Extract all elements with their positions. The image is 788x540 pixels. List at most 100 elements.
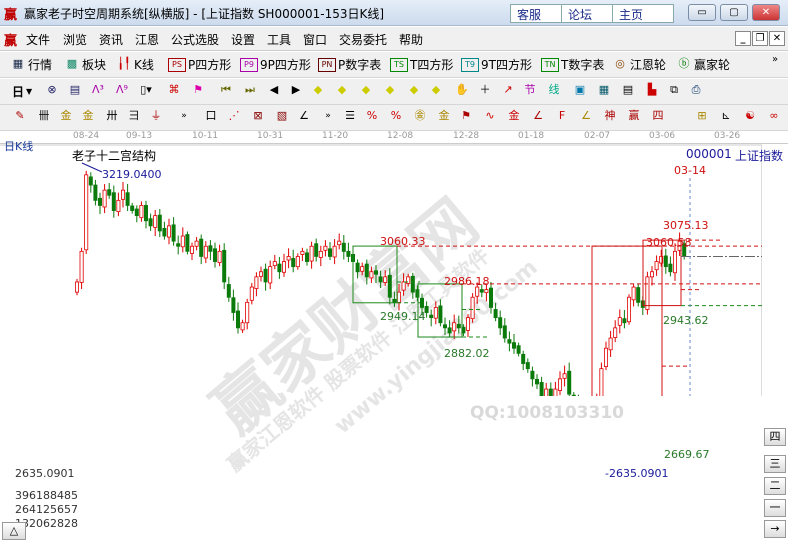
p-square-button[interactable]: PS P四方形: [168, 56, 231, 73]
gann-wheel-button[interactable]: ◎ 江恩轮: [612, 56, 666, 73]
winner-wheel-button[interactable]: ⓑ 赢家轮: [676, 56, 731, 73]
yin-yang-icon[interactable]: ☯: [745, 109, 755, 122]
menu-window[interactable]: 窗口: [303, 33, 328, 47]
menu-settings[interactable]: 设置: [231, 33, 256, 47]
mdi-close-button[interactable]: ✕: [769, 31, 785, 46]
layout-3-button[interactable]: 三: [764, 455, 786, 473]
9t-square-button[interactable]: T9 9T四方形: [461, 56, 532, 73]
mdi-restore-button[interactable]: ❐: [752, 31, 768, 46]
line-tool-icon[interactable]: ↗: [503, 83, 513, 96]
next-button[interactable]: →: [764, 520, 786, 538]
first-icon[interactable]: ⏮: [221, 83, 231, 96]
gann-box-icon[interactable]: ⊠: [253, 109, 263, 122]
axes-icon[interactable]: ⊾: [721, 109, 731, 122]
9p-square-button[interactable]: P9 9P四方形: [240, 56, 311, 73]
t-square-button[interactable]: TS T四方形: [390, 56, 453, 73]
menu-news[interactable]: 资讯: [99, 33, 124, 47]
crosshair-icon[interactable]: ＋: [479, 83, 491, 96]
fork-icon[interactable]: 卅: [106, 109, 118, 122]
candle-type-icon[interactable]: ▯▾: [140, 83, 152, 96]
p-number-table-button[interactable]: PN P数字表: [318, 56, 381, 73]
zoom-out-icon[interactable]: ◆: [431, 83, 441, 96]
menu-formula[interactable]: 公式选股: [171, 33, 220, 47]
menu-help[interactable]: 帮助: [399, 33, 424, 47]
customer-service-link[interactable]: 客服: [510, 4, 572, 23]
mdi-minimize-button[interactable]: _: [735, 31, 751, 46]
scroll-up-button[interactable]: △: [2, 522, 26, 540]
gann-square-icon[interactable]: ▧: [276, 109, 288, 122]
wave3-icon[interactable]: ᐱ³: [92, 83, 104, 96]
menu-gann[interactable]: 江恩: [135, 33, 160, 47]
gold-grid-icon[interactable]: 金: [60, 109, 72, 122]
menu-file[interactable]: 文件: [26, 33, 51, 47]
wave9-icon[interactable]: ᐱ⁹: [116, 83, 128, 96]
quotes-button[interactable]: ▦ 行情: [10, 56, 52, 73]
last-icon[interactable]: ⏭: [245, 83, 255, 96]
ruler-icon[interactable]: ⏚: [150, 109, 162, 122]
minimize-button[interactable]: ▭: [688, 4, 716, 21]
spiral-icon[interactable]: 彐: [128, 109, 140, 122]
calculator-icon[interactable]: ▦: [598, 83, 610, 96]
network-icon[interactable]: ⧉: [670, 83, 678, 96]
section-icon[interactable]: 节: [524, 83, 536, 96]
pen-icon[interactable]: ✎: [15, 109, 25, 122]
layout-1-button[interactable]: 一: [764, 499, 786, 517]
j-angle-icon[interactable]: ∠: [533, 109, 543, 122]
percent-line-icon[interactable]: %: [366, 109, 378, 122]
kline-button[interactable]: ╽╿ K线: [116, 56, 154, 73]
cycle-icon[interactable]: ⌘: [168, 83, 180, 96]
menu-tools[interactable]: 工具: [267, 33, 292, 47]
gold-circle-icon[interactable]: ㊎: [414, 109, 426, 122]
more-tools2-icon[interactable]: »: [325, 111, 331, 121]
box-icon[interactable]: 口: [205, 109, 217, 122]
god-angle-icon[interactable]: 神: [604, 109, 616, 122]
left-icon[interactable]: ◀: [269, 83, 279, 96]
more-tools-icon[interactable]: »: [181, 111, 187, 121]
layout-4-button[interactable]: 四: [764, 428, 786, 446]
close-button[interactable]: ✕: [752, 4, 780, 21]
fan-icon[interactable]: ⋰: [228, 109, 240, 122]
angle-icon[interactable]: ∠: [299, 109, 309, 122]
parallel-lines-icon[interactable]: 卌: [38, 109, 50, 122]
four-angle-icon[interactable]: 四: [652, 109, 664, 122]
period-dropdown[interactable]: 日 ▼: [12, 83, 32, 100]
calendar-icon[interactable]: ▣: [574, 83, 586, 96]
maximize-button[interactable]: ▢: [720, 4, 748, 21]
gold-angle-icon[interactable]: ∠: [581, 109, 591, 122]
zoom-left-icon[interactable]: ◆: [313, 83, 323, 96]
layout-2-button[interactable]: 二: [764, 477, 786, 495]
sectors-button[interactable]: ▩ 板块: [64, 56, 106, 73]
app-menu-icon[interactable]: 赢: [4, 34, 18, 49]
notes-icon[interactable]: ▤: [69, 83, 81, 96]
toolbar-more-button[interactable]: »: [772, 54, 779, 65]
wave-line-icon[interactable]: ∿: [485, 109, 495, 122]
right-icon[interactable]: ▶: [291, 83, 301, 96]
homepage-link[interactable]: 主页: [612, 4, 674, 23]
gold-grid2-icon[interactable]: 金: [82, 109, 94, 122]
main-toolbar: ▦ 行情 ▩ 板块 ╽╿ K线 PS P四方形 P9 9P四方形 PN P数字表 TS T四方…: [0, 52, 788, 78]
save-icon[interactable]: ▙: [647, 83, 657, 96]
line-text-icon[interactable]: 线: [548, 83, 560, 96]
kline-chart[interactable]: [0, 0, 762, 396]
marker-icon[interactable]: ⚑: [461, 109, 471, 122]
gold-line-icon[interactable]: 金: [508, 109, 520, 122]
print-icon[interactable]: ⎙: [691, 83, 701, 96]
menu-browse[interactable]: 浏览: [63, 33, 88, 47]
win-angle-icon[interactable]: 赢: [628, 109, 640, 122]
hand-icon[interactable]: ✋: [455, 83, 469, 96]
infinity-icon[interactable]: ∞: [769, 109, 779, 122]
expand-icon[interactable]: ◆: [361, 83, 371, 96]
percent-icon[interactable]: %: [390, 109, 402, 122]
menu-trade[interactable]: 交易委托: [339, 33, 388, 47]
levels-icon[interactable]: ☰: [345, 109, 355, 122]
overlay-icon[interactable]: ⊗: [47, 83, 57, 96]
zoom-in-icon[interactable]: ◆: [409, 83, 419, 96]
f-angle-icon[interactable]: F: [558, 109, 566, 122]
shrink-icon[interactable]: ◆: [385, 83, 395, 96]
grid-icon[interactable]: ⊞: [697, 109, 707, 122]
t-number-table-button[interactable]: TN T数字表: [541, 56, 604, 73]
flag-icon[interactable]: ⚑: [193, 83, 203, 96]
report-icon[interactable]: ▤: [622, 83, 634, 96]
zoom-right-icon[interactable]: ◆: [337, 83, 347, 96]
gold-levels-icon[interactable]: 金: [438, 109, 450, 122]
